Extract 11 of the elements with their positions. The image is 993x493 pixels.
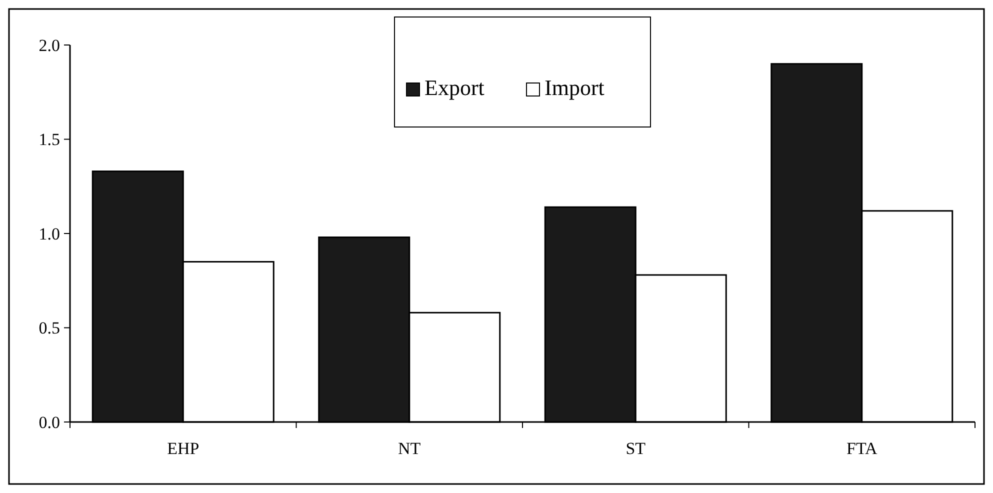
y-tick-label: 0.0	[38, 412, 60, 432]
x-tick-label: EHP	[167, 439, 200, 458]
x-tick-label: ST	[626, 439, 646, 458]
y-tick-label: 2.0	[38, 36, 60, 55]
x-tick-label: NT	[398, 439, 422, 458]
legend-label: Export	[424, 75, 484, 100]
y-tick-label: 0.5	[38, 318, 60, 338]
legend-label: Import	[544, 75, 604, 100]
y-tick-label: 1.5	[38, 130, 60, 150]
y-tick-label: 1.0	[38, 224, 60, 244]
x-tick-label: FTA	[846, 439, 878, 458]
